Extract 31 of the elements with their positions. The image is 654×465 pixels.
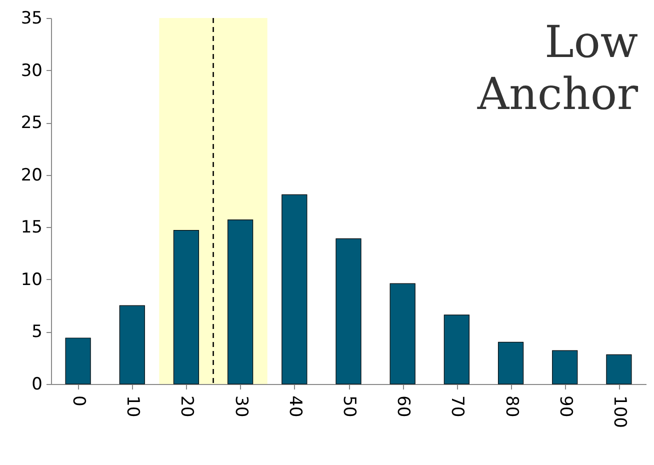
y-tick-label: 25 [20, 113, 42, 134]
bar [173, 230, 200, 384]
bar [336, 238, 362, 384]
y-tick-label: 5 [32, 322, 42, 342]
x-tick-label: 50 [339, 396, 359, 418]
x-tick-label: 90 [555, 396, 576, 418]
x-tick-label: 70 [447, 396, 468, 418]
x-tick-label: 30 [230, 396, 251, 418]
y-tick-label: 20 [20, 165, 42, 186]
y-tick-label: 0 [32, 374, 42, 394]
y-tick-label: 30 [20, 60, 42, 81]
bar [606, 354, 632, 384]
bar [498, 342, 524, 384]
x-tick-label: 100 [609, 396, 630, 428]
x-tick-label: 0 [68, 396, 89, 406]
bar [282, 194, 308, 384]
bar [119, 305, 145, 384]
x-tick-label: 20 [176, 396, 197, 418]
x-tick-label: 40 [284, 396, 305, 418]
bar [390, 283, 416, 384]
bar [552, 350, 578, 384]
bar [444, 314, 470, 384]
x-tick-label: 80 [501, 396, 522, 418]
y-tick-label: 35 [20, 8, 42, 28]
x-tick-label: 60 [393, 396, 414, 418]
bar [65, 338, 91, 384]
y-tick-label: 15 [20, 218, 42, 238]
x-tick-label: 10 [122, 396, 143, 418]
bar [228, 220, 254, 384]
y-tick-label: 10 [20, 270, 42, 290]
text: Low Anchor [476, 17, 639, 120]
